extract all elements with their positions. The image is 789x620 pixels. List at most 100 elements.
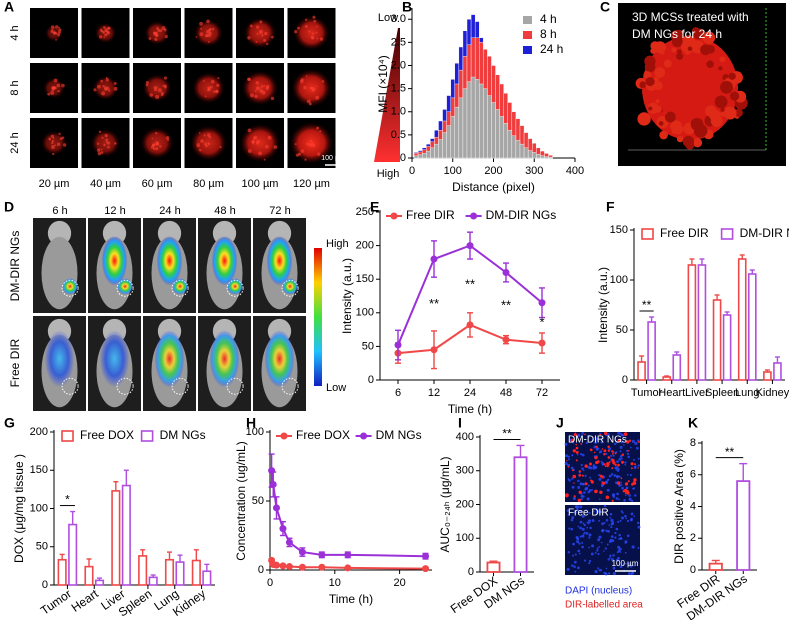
- nucleus: [619, 536, 623, 540]
- nucleus: [570, 518, 574, 522]
- dir-signal: [573, 433, 577, 437]
- speckle: [151, 137, 154, 140]
- nucleus: [634, 441, 638, 445]
- x-tick-label: 12: [428, 387, 440, 399]
- speckle: [51, 142, 54, 145]
- spheroid-edge: [670, 29, 683, 42]
- nucleus: [585, 532, 589, 535]
- nucleus: [609, 516, 612, 519]
- nucleus: [616, 460, 619, 464]
- nucleus: [594, 441, 598, 444]
- bar: [532, 152, 537, 159]
- speckle: [206, 29, 210, 34]
- spheroid-edge: [655, 99, 660, 104]
- nucleus: [620, 510, 624, 513]
- speckle: [47, 92, 51, 96]
- dir-signal: [567, 466, 570, 468]
- legend-marker: [390, 212, 398, 220]
- dir-signal: [637, 440, 641, 443]
- dir-signal: [630, 467, 633, 470]
- nucleus: [607, 558, 610, 561]
- y-tick-label: 100: [456, 532, 474, 544]
- nucleus: [568, 527, 571, 530]
- speckle: [53, 31, 56, 33]
- nucleus: [601, 522, 604, 526]
- speckle: [103, 36, 106, 39]
- speckle: [294, 143, 297, 146]
- images: [30, 3, 786, 576]
- bar: [499, 116, 504, 159]
- speckle: [217, 77, 220, 80]
- nucleus: [621, 486, 625, 490]
- marker: [430, 255, 438, 263]
- y-tick-label: 0: [368, 374, 374, 386]
- speckle: [59, 137, 63, 141]
- dir-signal: [571, 469, 575, 472]
- speckle: [214, 89, 219, 94]
- scale-low: Low: [378, 12, 398, 24]
- nucleus: [567, 514, 570, 516]
- spheroid-edge: [676, 135, 684, 143]
- speckle: [101, 136, 104, 139]
- column-label: 40 µm: [90, 178, 121, 190]
- nucleus: [600, 460, 603, 463]
- legend-label: Free DIR: [660, 226, 709, 240]
- legend-label: Free DIR: [406, 208, 455, 222]
- x-axis-label: Distance (pixel): [452, 180, 535, 194]
- spheroid-edge: [692, 27, 700, 35]
- nucleus: [607, 433, 610, 437]
- nucleus: [587, 484, 590, 487]
- legend-swatch: [523, 46, 532, 54]
- x-tick-label: 400: [566, 165, 584, 177]
- speckle: [51, 144, 55, 149]
- nucleus: [607, 478, 610, 481]
- bar: [491, 102, 496, 159]
- panel-letter: C: [600, 0, 610, 15]
- marker: [466, 321, 474, 329]
- nucleus: [596, 547, 599, 550]
- speckle: [93, 88, 97, 92]
- nucleus: [589, 476, 591, 479]
- spheroid-edge: [694, 126, 705, 136]
- nucleus: [579, 526, 582, 530]
- speckle: [103, 143, 106, 147]
- dir-signal: [632, 481, 637, 485]
- spheroid-edge: [720, 80, 733, 94]
- nucleus: [597, 447, 600, 450]
- nucleus: [622, 434, 625, 437]
- y-tick-label: 200: [356, 240, 374, 252]
- y-tick-label: 0: [622, 374, 628, 386]
- nucleus: [581, 482, 585, 486]
- speckle: [155, 94, 160, 99]
- speckle: [55, 32, 58, 35]
- speckle: [105, 76, 108, 79]
- speckle: [96, 148, 101, 152]
- nucleus: [568, 479, 571, 482]
- nucleus: [618, 533, 621, 537]
- spheroid-edge: [687, 46, 693, 52]
- nucleus: [592, 466, 596, 470]
- speckle: [53, 78, 58, 83]
- nucleus: [571, 516, 575, 520]
- speckle: [216, 83, 220, 87]
- nucleus: [634, 494, 637, 497]
- spheroid-edge: [702, 31, 716, 44]
- speckle: [56, 142, 61, 146]
- significance: **: [465, 277, 475, 292]
- speckle: [198, 132, 201, 134]
- speckle: [263, 158, 266, 161]
- nucleus: [574, 511, 577, 514]
- speckle: [157, 88, 162, 93]
- y-tick-label: 2.5: [391, 36, 406, 48]
- nucleus: [627, 562, 631, 566]
- bar: [672, 354, 682, 381]
- panel-letter: H: [246, 415, 256, 431]
- nucleus: [624, 541, 627, 544]
- y-tick-label: 1.0: [391, 106, 406, 118]
- y-tick-label: 200: [30, 426, 48, 438]
- y-tick-label: 0: [42, 579, 48, 591]
- x-tick-label: Lung: [735, 387, 759, 399]
- x-tick-label: Tumor: [38, 587, 74, 618]
- spheroid-edge: [663, 59, 672, 68]
- speckle: [315, 31, 318, 34]
